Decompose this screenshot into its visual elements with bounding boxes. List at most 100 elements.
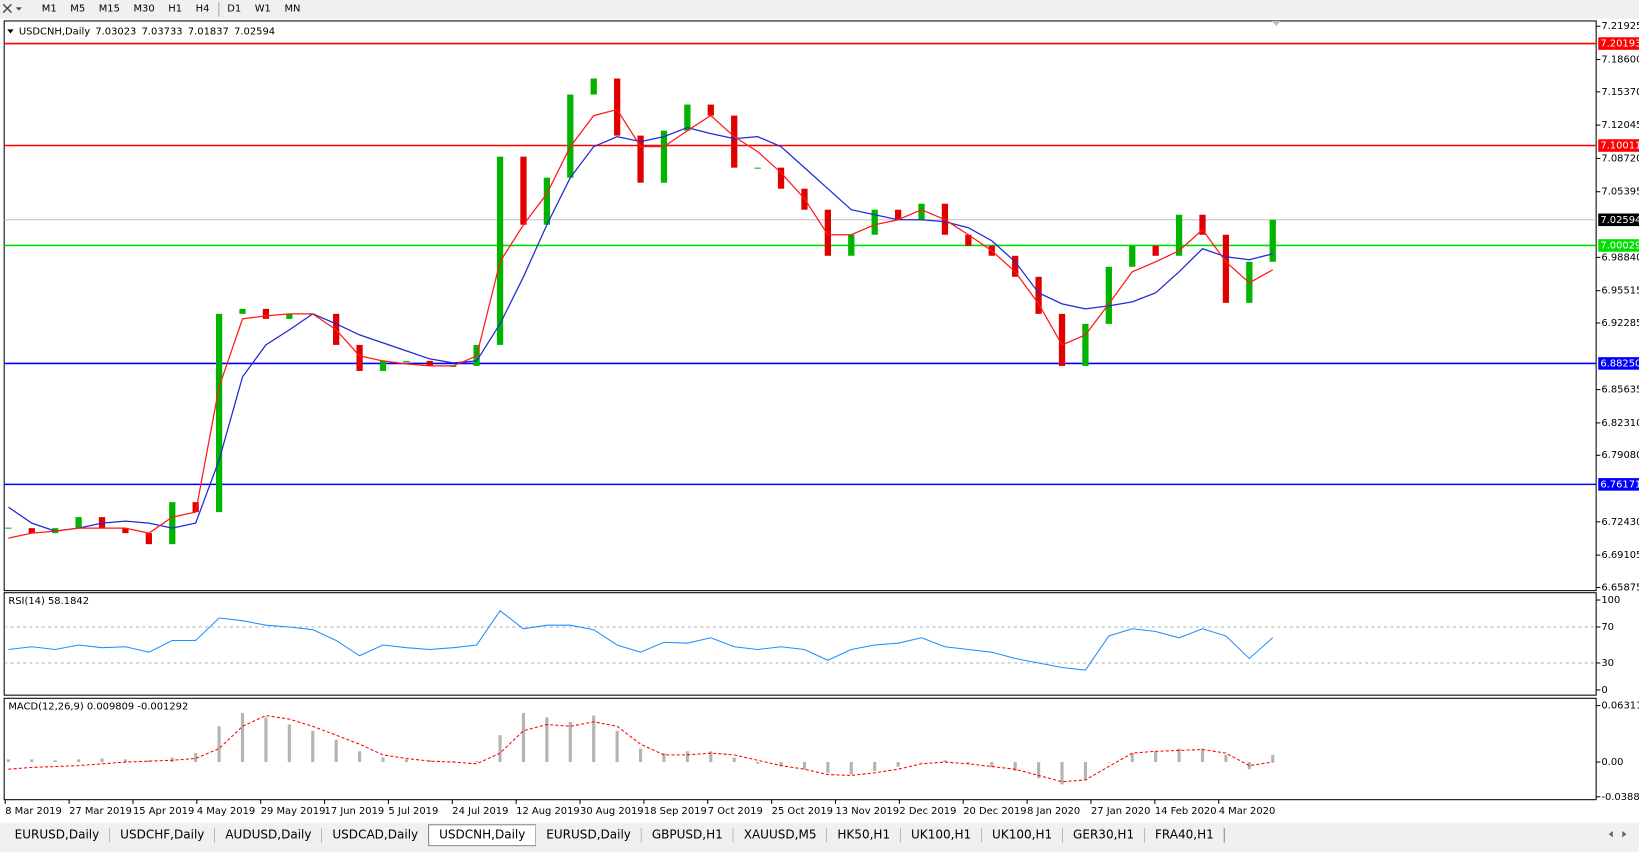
- tab[interactable]: [981, 824, 1063, 846]
- tab-label[interactable]: USDCAD,Daily: [332, 828, 418, 842]
- x-tick-label: 27 Jan 2020: [1091, 806, 1150, 817]
- tab-label[interactable]: UK100,H1: [911, 828, 971, 842]
- macd-bar: [849, 762, 853, 775]
- timeframe-button[interactable]: H1: [168, 3, 182, 14]
- tab-label[interactable]: AUDUSD,Daily: [225, 828, 311, 842]
- y-tick-label: 6.79080: [1601, 450, 1639, 461]
- tab-label[interactable]: XAUUSD,M5: [744, 828, 817, 842]
- x-tick-label: 17 Jun 2019: [325, 806, 385, 817]
- tab[interactable]: [109, 824, 215, 846]
- tab-scroll[interactable]: [1608, 831, 1627, 838]
- y-tick-label: 100: [1601, 595, 1620, 606]
- tab[interactable]: [1144, 824, 1225, 846]
- tab[interactable]: [826, 824, 901, 846]
- tab-label[interactable]: HK50,H1: [837, 828, 890, 842]
- tab[interactable]: [900, 824, 982, 846]
- candle: [894, 209, 902, 220]
- macd-bar: [311, 730, 315, 763]
- level-label: 7.20193: [1600, 39, 1639, 50]
- macd-bar: [1200, 748, 1205, 763]
- macd-bar: [1107, 762, 1111, 763]
- candle: [356, 344, 363, 371]
- timeframe-button[interactable]: M15: [99, 3, 120, 14]
- chart-title: USDCNH,Daily: [19, 26, 90, 37]
- macd-bar: [802, 762, 807, 770]
- macd-bar: [1247, 762, 1251, 770]
- macd-bar: [1083, 762, 1087, 780]
- tab[interactable]: [1062, 824, 1145, 846]
- tab[interactable]: [214, 824, 322, 846]
- ohlc-value: 7.01837: [188, 26, 229, 37]
- level-label-bg: [1598, 357, 1639, 370]
- x-tick-label: 4 May 2019: [197, 806, 255, 817]
- macd-bar: [264, 717, 268, 763]
- y-tick-label: 6.69105: [1601, 550, 1639, 561]
- y-tick-label: 7.12045: [1601, 120, 1639, 131]
- timeframe-button[interactable]: H4: [196, 3, 210, 14]
- macd-bar: [240, 712, 245, 763]
- candle: [567, 94, 574, 178]
- tab[interactable]: [535, 824, 642, 846]
- y-tick-label: 6.72430: [1601, 517, 1639, 528]
- y-tick-label: 6.92285: [1601, 318, 1639, 329]
- macd-bar: [545, 717, 549, 763]
- x-tick-label: 8 Jan 2020: [1027, 806, 1080, 817]
- timeframe-button[interactable]: M1: [42, 3, 57, 14]
- tab-label[interactable]: EURUSD,Daily: [546, 828, 631, 842]
- x-tick-label: 2 Dec 2019: [899, 806, 956, 817]
- macd-bar: [779, 762, 783, 767]
- candle: [75, 517, 82, 529]
- chart-header: USDCNH,Daily 7.03023 7.03733 7.01837 7.02594: [19, 26, 275, 37]
- tab-label[interactable]: GER30,H1: [1073, 828, 1134, 842]
- candle: [145, 533, 152, 545]
- level-label-bg: [1598, 478, 1639, 491]
- macd-bar: [756, 762, 760, 764]
- candle: [848, 234, 855, 256]
- tab-label[interactable]: EURUSD,Daily: [15, 828, 100, 842]
- candle: [1199, 214, 1206, 235]
- ohlc-value: 7.03733: [142, 26, 183, 37]
- timeframe-button[interactable]: D1: [227, 3, 241, 14]
- macd-bar: [1271, 754, 1275, 763]
- x-tick-label: 14 Feb 2020: [1155, 806, 1217, 817]
- x-tick-label: 29 May 2019: [261, 806, 326, 817]
- level-label-bg: [1598, 37, 1639, 50]
- rsi-panel: [3, 592, 1597, 696]
- timeframe-button[interactable]: M30: [134, 3, 155, 14]
- timeframe-button[interactable]: W1: [255, 3, 271, 14]
- level-label: 7.00029: [1600, 240, 1639, 251]
- macd-bar: [147, 760, 151, 763]
- macd-bar: [521, 712, 526, 763]
- level-label: 7.10011: [1600, 141, 1639, 152]
- tab[interactable]: [641, 824, 734, 846]
- tab-label[interactable]: USDCNH,Daily: [439, 828, 525, 842]
- candle: [965, 234, 972, 246]
- candle: [520, 156, 527, 225]
- y-tick-label: 6.82310: [1601, 418, 1639, 429]
- candle: [613, 78, 621, 136]
- macd-bar: [1224, 754, 1228, 763]
- timeframe-button[interactable]: M5: [70, 3, 85, 14]
- macd-bar: [990, 762, 994, 768]
- macd-bar: [404, 759, 408, 763]
- y-tick-label: 7.21925: [1601, 21, 1639, 32]
- tab[interactable]: [4, 824, 110, 846]
- macd-bar: [662, 753, 666, 763]
- tab-label[interactable]: USDCHF,Daily: [120, 828, 204, 842]
- tab-label[interactable]: UK100,H1: [992, 828, 1052, 842]
- macd-bar: [568, 721, 572, 763]
- candle: [262, 308, 270, 319]
- macd-bar: [1154, 751, 1158, 763]
- macd-bar: [6, 759, 10, 763]
- tab[interactable]: [321, 824, 429, 846]
- tab-label[interactable]: GBPUSD,H1: [652, 828, 723, 842]
- macd-bar: [966, 762, 970, 764]
- macd-bar: [919, 762, 924, 763]
- crosshair-icon[interactable]: [2, 3, 12, 14]
- tab-label[interactable]: FRA40,H1: [1155, 828, 1214, 842]
- tab[interactable]: [733, 824, 827, 846]
- candle: [731, 115, 738, 168]
- timeframe-button[interactable]: MN: [284, 3, 300, 14]
- header-triangle: [7, 29, 14, 34]
- x-tick-label: 13 Nov 2019: [835, 806, 899, 817]
